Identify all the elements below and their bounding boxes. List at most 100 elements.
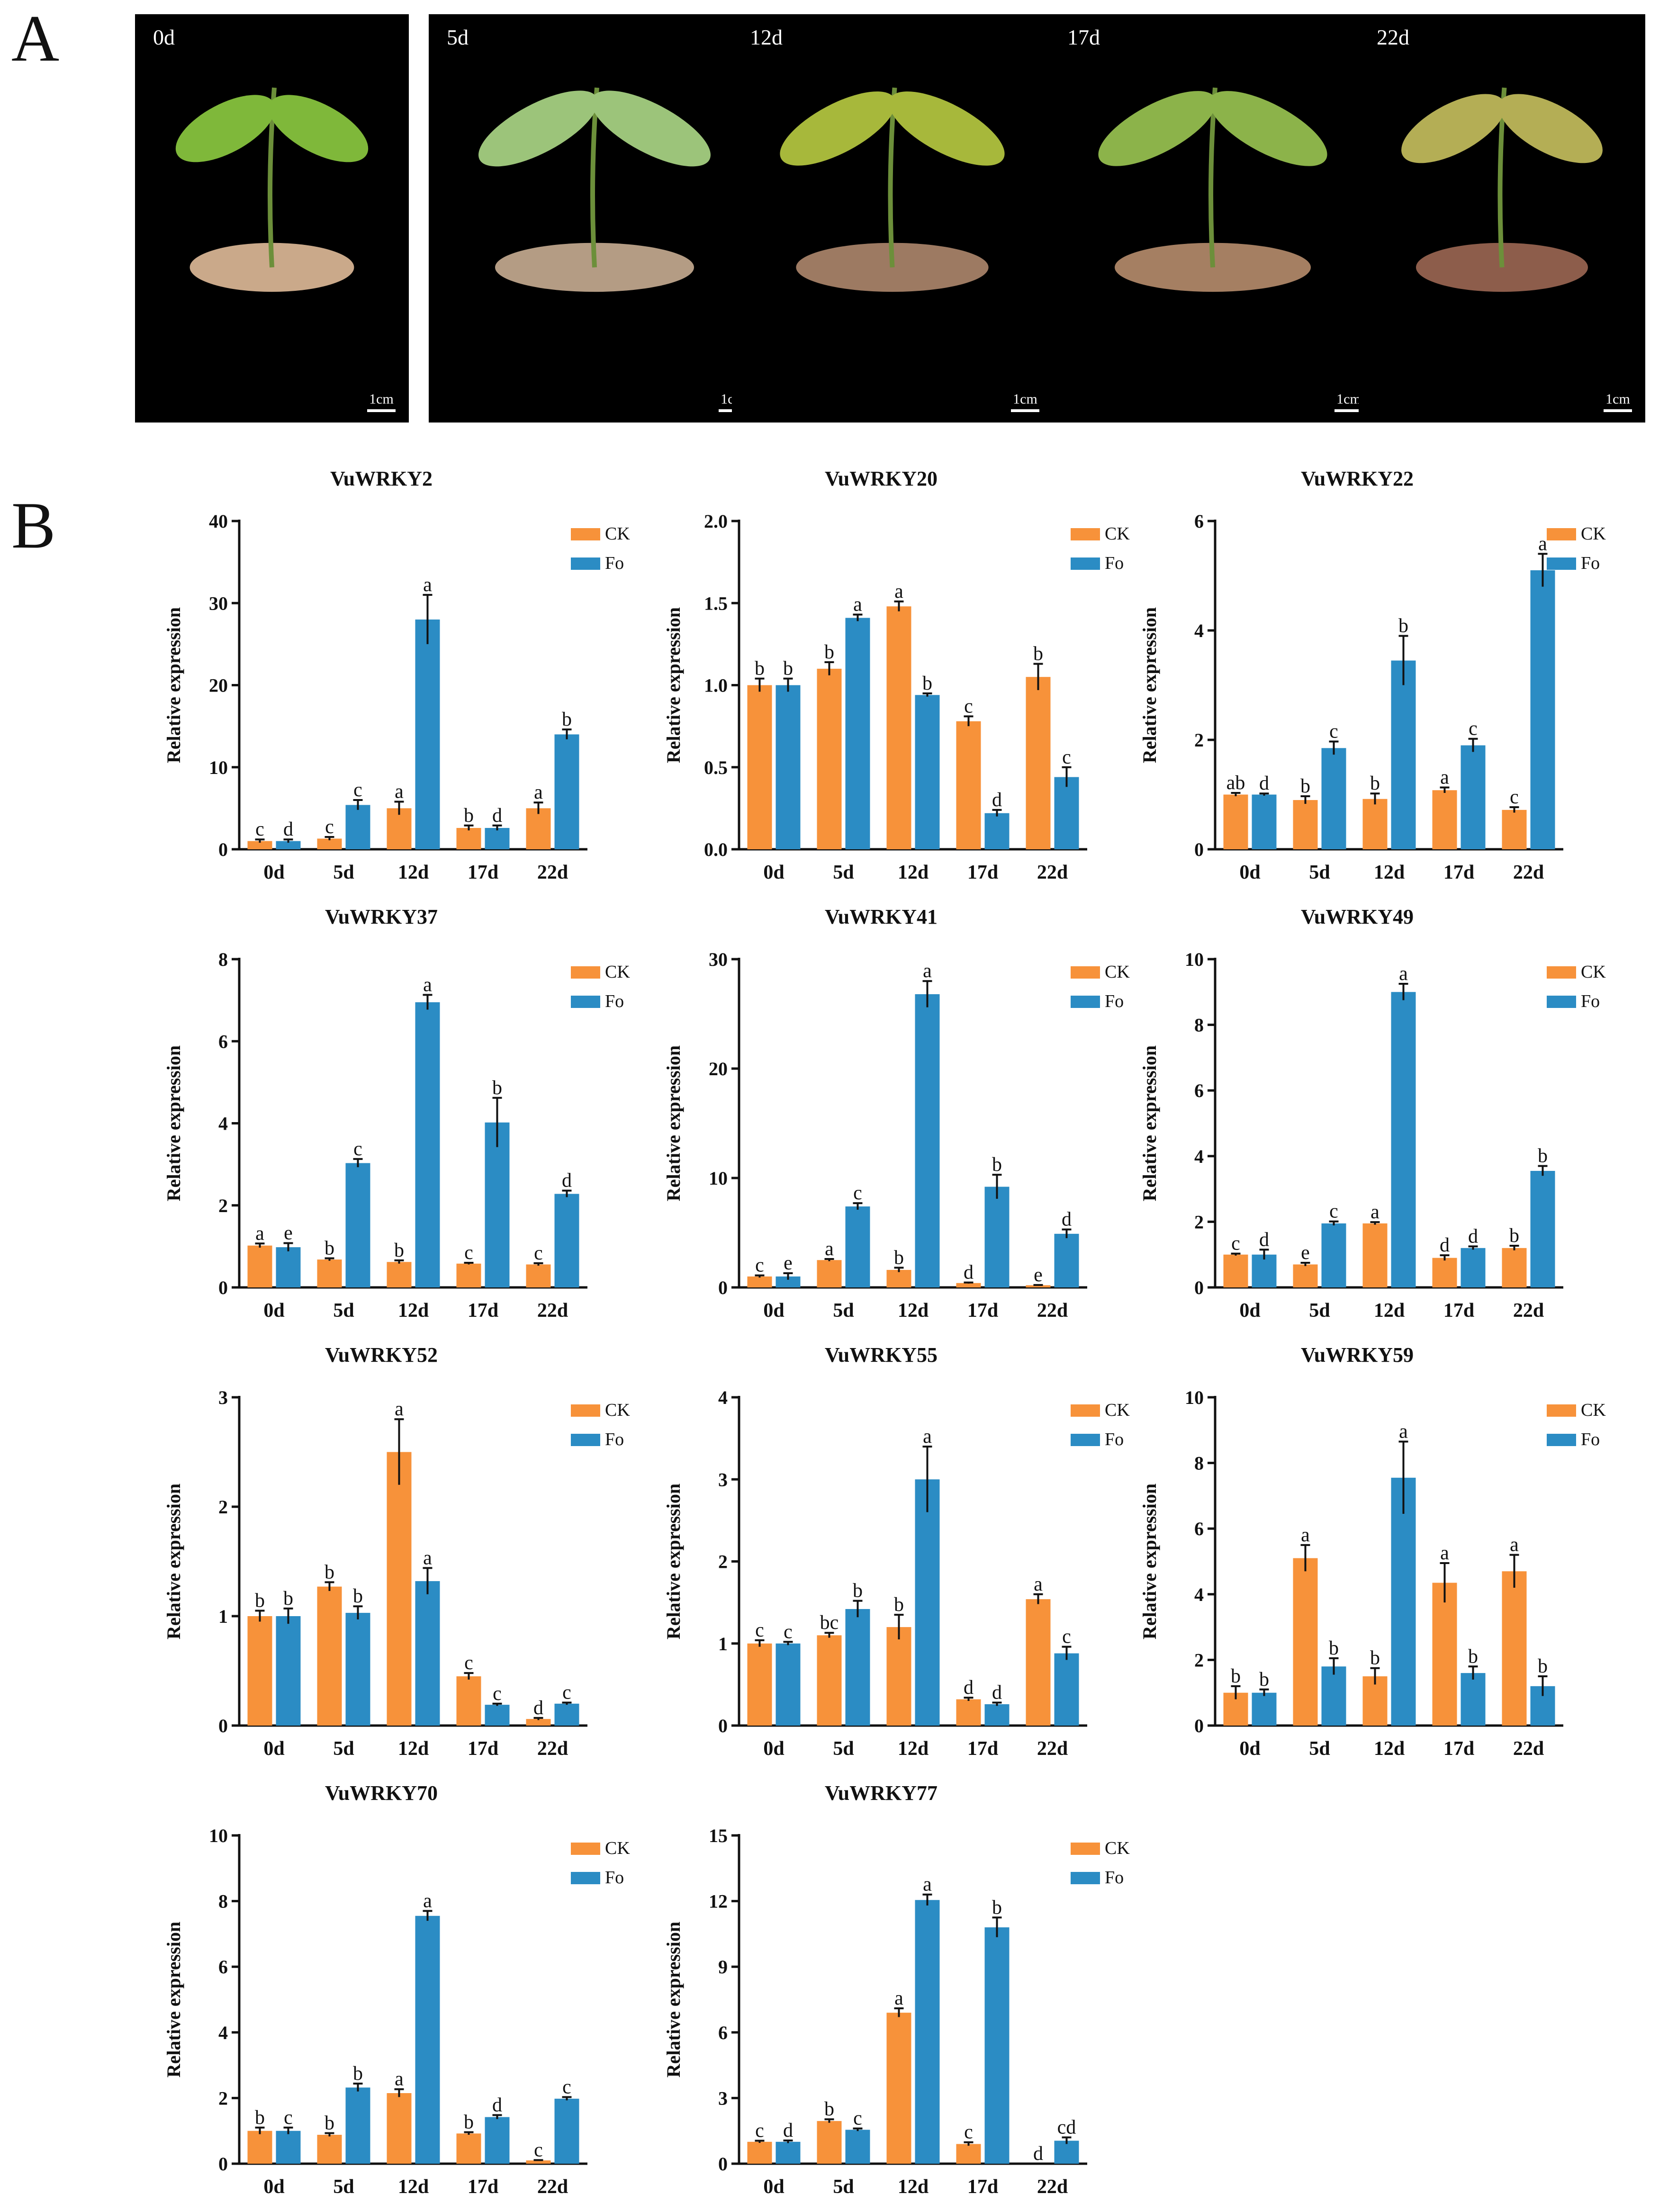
scale-bar-line (367, 409, 396, 412)
significance-letter: d (783, 2120, 793, 2141)
significance-letter: b (492, 1077, 502, 1099)
significance-letter: b (394, 1240, 404, 1261)
significance-letter: b (325, 2113, 334, 2134)
x-tick-label: 12d (898, 2176, 929, 2198)
ck-bar (317, 1259, 342, 1287)
ck-bar (1026, 1285, 1051, 1287)
legend-label: CK (1105, 962, 1130, 982)
chart-title: VuWRKY52 (325, 1343, 438, 1367)
y-axis-label: Relative expression (663, 1045, 684, 1201)
y-axis-label: Relative expression (163, 1484, 184, 1639)
y-tick-label: 2 (218, 1496, 228, 1518)
ck-bar (956, 721, 981, 849)
fo-bar (1321, 1223, 1346, 1287)
ck-bar (317, 1586, 342, 1726)
significance-letter: b (853, 1580, 863, 1602)
significance-letter: a (1399, 1421, 1408, 1443)
x-tick-label: 22d (537, 2176, 568, 2198)
fo-bar (1252, 1254, 1277, 1287)
significance-letter: d (562, 1170, 572, 1192)
y-tick-label: 1 (718, 1633, 728, 1655)
x-tick-label: 22d (1037, 1738, 1068, 1760)
y-tick-label: 20 (709, 1058, 728, 1079)
significance-letter: c (1469, 718, 1478, 740)
x-tick-label: 5d (333, 1738, 354, 1760)
ck-bar (956, 2144, 981, 2164)
x-tick-label: 0d (763, 2176, 784, 2198)
panel-b-label: B (11, 489, 56, 562)
legend-label: Fo (1581, 991, 1600, 1011)
significance-letter: a (894, 1987, 903, 2009)
fo-bar (775, 2141, 801, 2164)
legend-swatch-ck (1071, 966, 1100, 979)
significance-letter: b (992, 1897, 1002, 1918)
y-axis-label: Relative expression (663, 607, 684, 763)
fo-bar (345, 805, 370, 849)
y-tick-label: 6 (1194, 1518, 1204, 1539)
significance-letter: b (464, 805, 474, 827)
fo-bar (1054, 777, 1079, 849)
significance-letter: c (755, 1255, 764, 1277)
y-axis-label: Relative expression (663, 1484, 684, 1639)
ck-bar (817, 2121, 842, 2164)
significance-letter: d (1062, 1209, 1072, 1231)
y-tick-label: 8 (218, 949, 228, 970)
x-tick-label: 17d (1443, 1300, 1474, 1322)
ck-bar (526, 1264, 551, 1287)
ck-bar (387, 1262, 412, 1287)
y-tick-label: 0 (718, 1715, 728, 1736)
significance-letter: d (992, 789, 1002, 811)
fo-bar (775, 1643, 801, 1726)
chart-title: VuWRKY22 (1301, 467, 1414, 490)
scale-bar-label: 1cm (369, 391, 394, 407)
significance-letter: b (992, 1154, 1002, 1176)
ck-bar (387, 1452, 412, 1726)
significance-letter: c (1062, 746, 1071, 768)
x-tick-label: 17d (468, 1300, 498, 1322)
legend-swatch-fo (1547, 557, 1576, 570)
legend-swatch-ck (1547, 1404, 1576, 1417)
x-tick-label: 12d (398, 862, 429, 883)
significance-letter: c (284, 2107, 293, 2129)
legend-label: Fo (1105, 1868, 1124, 1888)
x-tick-label: 22d (1037, 862, 1068, 883)
significance-letter: a (423, 574, 432, 596)
ck-bar (247, 1245, 272, 1287)
plant-photo-12d: 12d 1cm (732, 14, 1053, 423)
fo-bar (415, 1915, 440, 2164)
y-tick-label: 20 (209, 675, 228, 696)
x-tick-label: 17d (1443, 1738, 1474, 1760)
y-tick-label: 10 (209, 757, 228, 778)
ck-bar (247, 1616, 272, 1726)
legend-swatch-fo (1071, 996, 1100, 1008)
chart-title: VuWRKY41 (825, 905, 938, 928)
fo-bar (485, 1705, 510, 1726)
y-tick-label: 40 (209, 511, 228, 532)
ck-bar (1223, 1254, 1248, 1287)
ck-bar (526, 2160, 551, 2164)
y-tick-label: 2 (218, 2087, 228, 2109)
scale-bar: 1cm (1011, 391, 1039, 412)
plant-photo-5d: 5d1cm (429, 14, 760, 423)
y-tick-label: 4 (218, 1113, 228, 1134)
significance-letter: c (964, 695, 973, 717)
scale-bar-line (1334, 409, 1363, 412)
legend-swatch-ck (571, 966, 600, 979)
significance-letter: a (923, 1874, 932, 1896)
y-tick-label: 4 (718, 1387, 728, 1408)
fo-bar (345, 1613, 370, 1726)
scale-bar-line (1011, 409, 1039, 412)
y-axis-label: Relative expression (163, 1045, 184, 1201)
x-tick-label: 12d (898, 862, 929, 883)
legend-label: Fo (1105, 991, 1124, 1011)
ck-bar (817, 1635, 842, 1726)
significance-letter: a (1370, 1201, 1379, 1223)
significance-letter: b (1370, 773, 1380, 794)
significance-letter: d (283, 818, 293, 840)
fo-bar (1530, 570, 1555, 849)
chart-VuWRKY20: VuWRKY20 Relative expression 0.0 0.5 1.0 1.5 2… (663, 467, 1130, 883)
fo-bar (984, 1927, 1010, 2164)
